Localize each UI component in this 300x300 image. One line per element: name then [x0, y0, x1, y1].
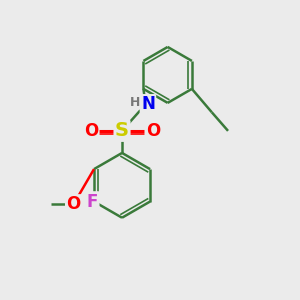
- Text: N: N: [141, 95, 155, 113]
- Text: O: O: [66, 196, 81, 214]
- Text: H: H: [130, 95, 140, 109]
- Text: F: F: [87, 193, 98, 211]
- Text: O: O: [146, 122, 160, 140]
- Text: S: S: [115, 122, 129, 140]
- Text: O: O: [84, 122, 98, 140]
